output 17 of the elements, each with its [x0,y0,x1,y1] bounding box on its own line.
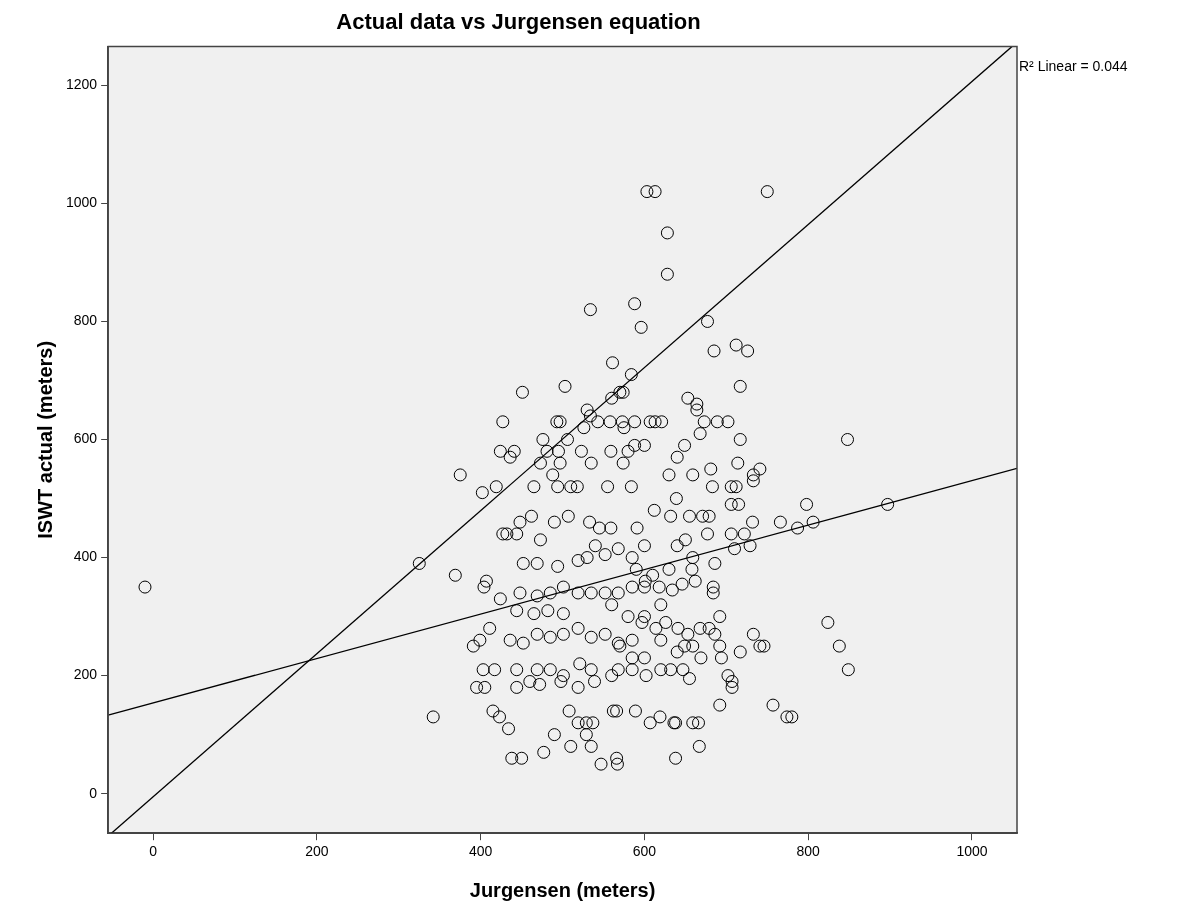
text: R² Linear = 0.044 [1019,58,1128,75]
y-tick-label: 800 [73,312,98,329]
x-tick-label: 600 [632,843,657,860]
y-tick-label: 1000 [65,194,98,211]
x-axis-title: Jurgensen (meters) [469,878,656,901]
chart-title: Actual data vs Jurgensen equation [336,9,701,35]
x-tick-label: 200 [305,843,329,860]
y-tick-label: 200 [73,666,98,683]
y-tick-label: 400 [73,548,98,565]
y-axis-title: ISWT actual (meters) [33,340,56,539]
x-tick-label: 400 [469,843,493,860]
y-tick-label: 1200 [65,76,98,93]
y-tick-label: 600 [73,430,98,447]
x-tick-label: 800 [796,843,821,860]
x-tick-label: 0 [149,843,158,860]
x-tick-label: 1000 [956,843,988,860]
y-tick-label: 0 [89,784,98,801]
